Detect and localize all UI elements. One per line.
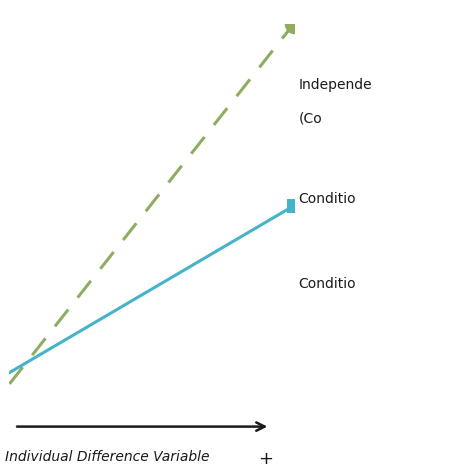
Text: Independe: Independe (299, 78, 372, 92)
Text: Individual Difference Variable: Individual Difference Variable (5, 450, 209, 465)
Text: (Co: (Co (299, 111, 322, 126)
Text: +: + (258, 450, 273, 468)
Text: Conditio: Conditio (299, 277, 356, 292)
Text: Conditio: Conditio (299, 192, 356, 206)
